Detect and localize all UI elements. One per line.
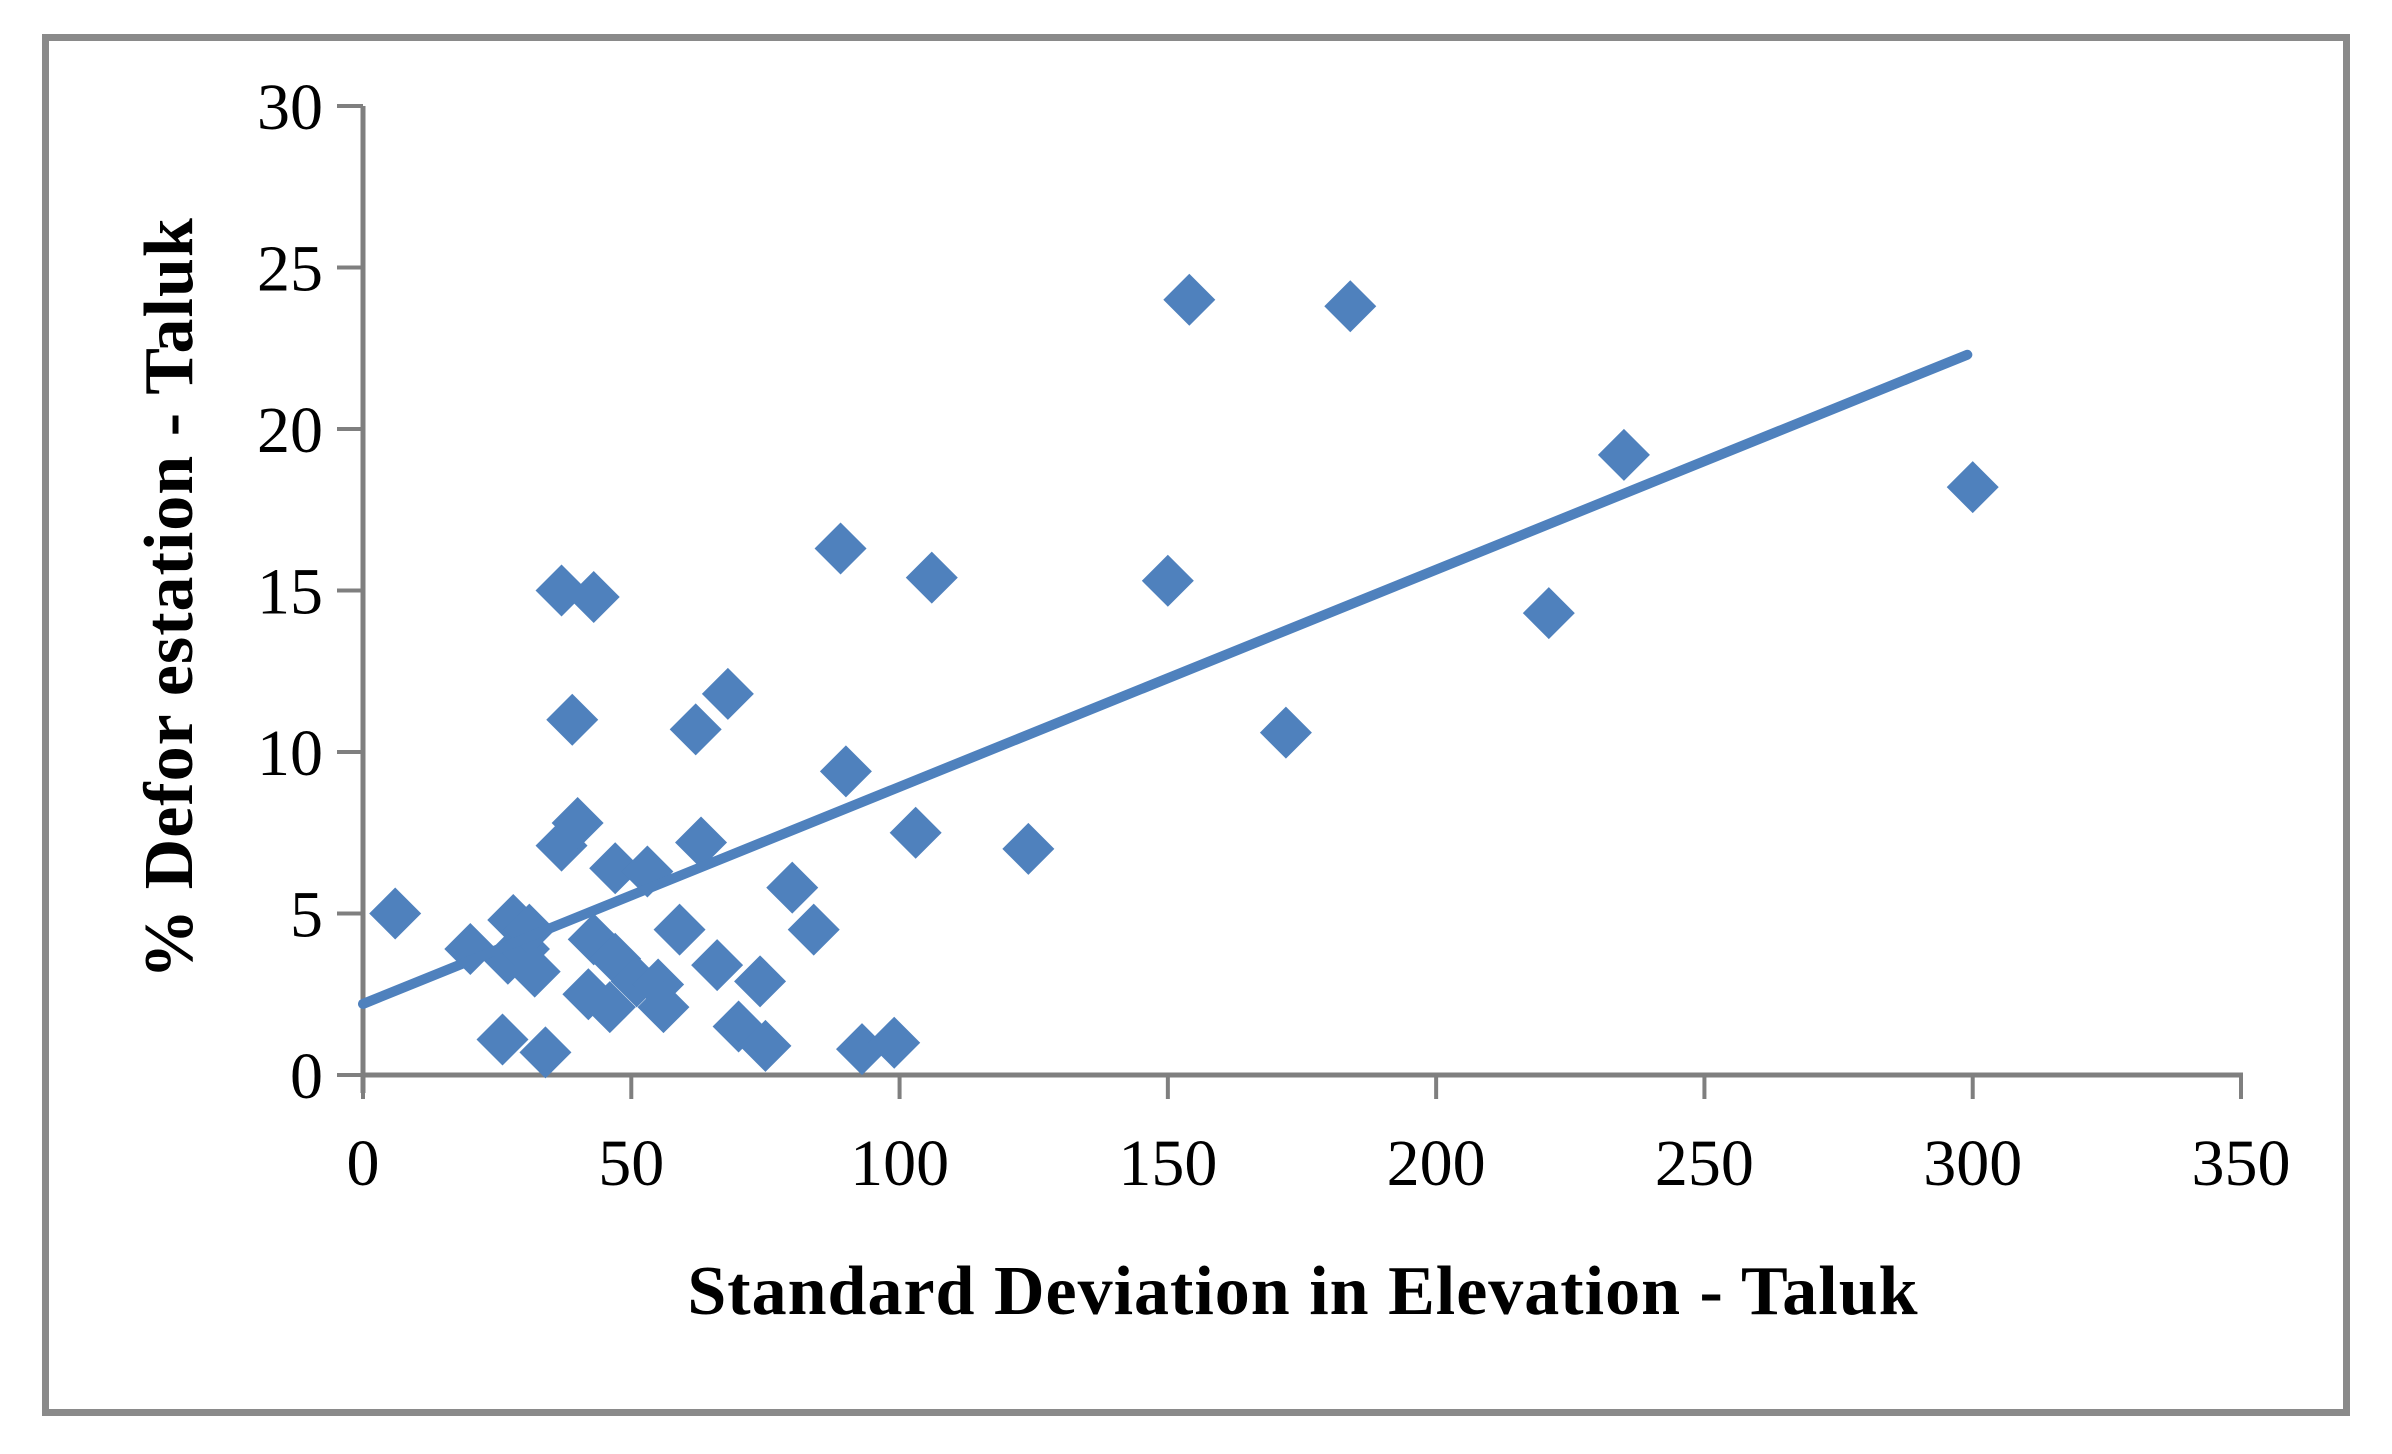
data-point (519, 1026, 572, 1079)
data-point (476, 1013, 529, 1066)
data-point (508, 945, 561, 998)
data-point (1597, 428, 1650, 481)
x-tick-label: 0 (347, 1127, 380, 1200)
data-point (905, 551, 958, 604)
data-point (637, 981, 690, 1034)
y-tick-label: 20 (257, 394, 323, 467)
y-axis-title: % Defor estation - Taluk (131, 217, 208, 979)
trend-line (358, 349, 1973, 1009)
data-point (1946, 461, 1999, 514)
data-point (369, 887, 422, 940)
data-point (814, 522, 867, 575)
x-axis-title: Standard Deviation in Elevation - Taluk (687, 1253, 1919, 1330)
x-tick-label: 100 (850, 1127, 949, 1200)
data-point (787, 903, 840, 956)
data-point (691, 939, 744, 992)
data-point (766, 861, 819, 914)
x-tick-label: 200 (1387, 1127, 1486, 1200)
data-point (551, 797, 604, 850)
y-tick-label: 15 (257, 556, 323, 629)
data-point (1002, 822, 1055, 875)
x-tick-label: 300 (1923, 1127, 2022, 1200)
x-tick-label: 150 (1118, 1127, 1217, 1200)
data-point (739, 1019, 792, 1072)
data-point (1141, 554, 1194, 607)
y-tick-label: 25 (257, 233, 323, 306)
y-tick-label: 30 (257, 71, 323, 144)
data-point (589, 842, 642, 895)
y-tick-label: 10 (257, 717, 323, 790)
y-tick-label: 0 (290, 1040, 323, 1113)
x-tick-label: 50 (598, 1127, 664, 1200)
data-point (889, 806, 942, 859)
data-point (701, 667, 754, 720)
y-tick-label: 5 (290, 879, 323, 952)
data-point (583, 981, 636, 1034)
data-point (1522, 587, 1575, 640)
data-point (734, 955, 787, 1008)
figure-border (42, 34, 2350, 1416)
data-point (1163, 273, 1216, 326)
data-point (1324, 280, 1377, 333)
data-point (675, 816, 728, 869)
data-point (819, 745, 872, 798)
data-point (567, 570, 620, 623)
data-point (868, 1016, 921, 1069)
data-point (546, 693, 599, 746)
data-point (669, 703, 722, 756)
x-tick-label: 250 (1655, 1127, 1754, 1200)
data-point (1259, 706, 1312, 759)
x-tick-label: 350 (2192, 1127, 2291, 1200)
data-point (653, 903, 706, 956)
